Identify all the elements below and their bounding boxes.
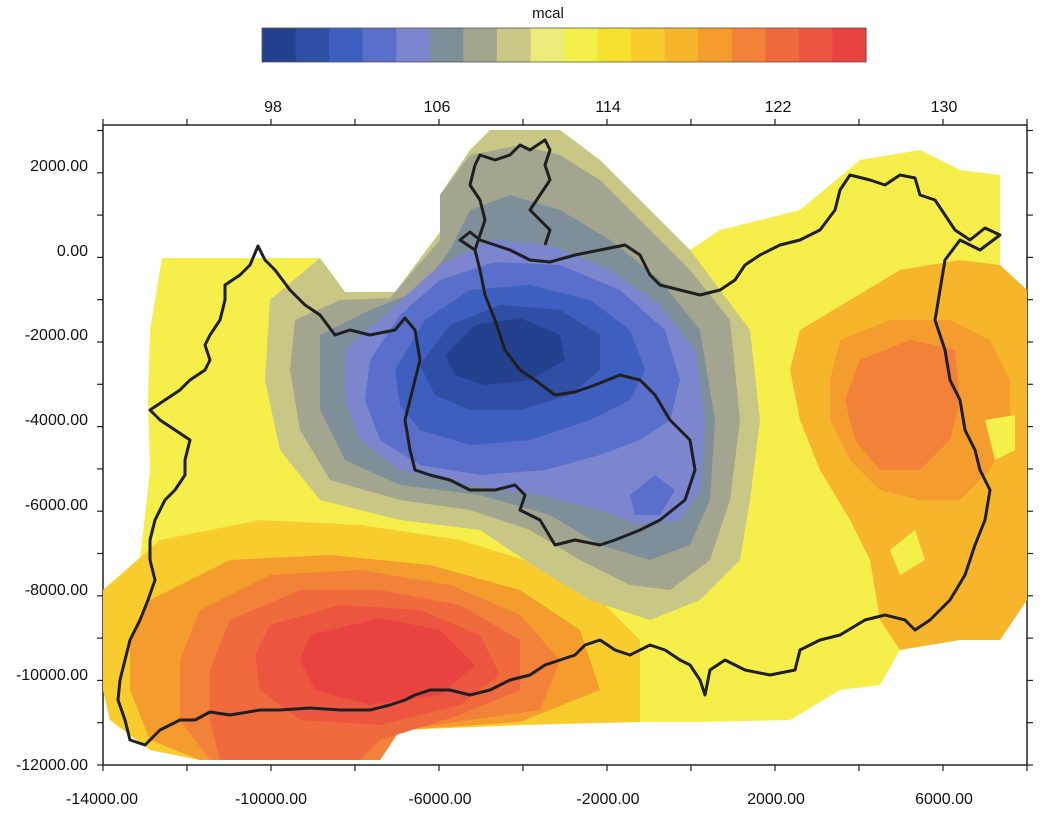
colorbar-swatch: [731, 28, 766, 62]
colorbar-swatch: [262, 28, 297, 62]
axis-ticks: [97, 119, 1033, 771]
y-axis-label: -4000.00: [25, 412, 88, 429]
colorbar-swatch: [396, 28, 431, 62]
x-axis-label: -6000.00: [408, 791, 471, 808]
contour-fill: [103, 130, 1027, 760]
colorbar-swatch: [564, 28, 599, 62]
x-axis-label: -10000.00: [235, 791, 307, 808]
contour-yellow-pocket-east2: [985, 415, 1015, 460]
colorbar-swatch: [329, 28, 364, 62]
x-axis-labels: -14000.00 -10000.00 -6000.00 -2000.00 2000.0…: [66, 791, 973, 808]
colorbar-tick-label: 114: [595, 99, 621, 116]
colorbar-swatch: [597, 28, 632, 62]
y-axis-label: 0.00: [57, 243, 88, 260]
x-axis-label: 6000.00: [915, 791, 973, 808]
colorbar-tick-label: 122: [765, 99, 792, 116]
colorbar: [261, 27, 867, 63]
colorbar-border: [261, 27, 867, 63]
colorbar-swatch: [664, 28, 699, 62]
colorbar-tick-label: 130: [931, 99, 958, 116]
y-axis-label: -10000.00: [16, 667, 88, 684]
colorbar-swatch: [530, 28, 565, 62]
colorbar-swatch: [698, 28, 733, 62]
colorbar-tick-label: 98: [264, 99, 282, 116]
y-axis-label: 2000.00: [30, 158, 88, 175]
y-axis-labels: 2000.00 0.00 -2000.00 -4000.00 -6000.00 -8000…: [16, 158, 88, 774]
contour-orangered-east: [845, 340, 960, 470]
contour-yellow-pocket-east: [890, 530, 925, 575]
y-axis-label: -8000.00: [25, 582, 88, 599]
x-axis-label: 2000.00: [747, 791, 805, 808]
colorbar-swatch: [765, 28, 800, 62]
border-outlines: [116, 138, 1002, 747]
colorbar-tick-label: 106: [424, 99, 451, 116]
colorbar-swatch: [463, 28, 498, 62]
colorbar-ticks: 98 106 114 122 130: [264, 99, 957, 116]
colorbar-swatch: [832, 28, 867, 62]
y-axis-label: -12000.00: [16, 757, 88, 774]
y-axis-label: -2000.00: [25, 327, 88, 344]
y-axis-label: -6000.00: [25, 497, 88, 514]
colorbar-swatch: [429, 28, 464, 62]
colorbar-swatch: [631, 28, 666, 62]
x-axis-label: -14000.00: [66, 791, 138, 808]
colorbar-swatch: [295, 28, 330, 62]
contour-red3-south: [300, 618, 475, 705]
colorbar-swatch: [798, 28, 834, 62]
colorbar-swatch: [362, 28, 397, 62]
border-outline-north: [468, 138, 552, 251]
contour-blue-pocket: [630, 475, 675, 515]
border-outline-main: [116, 173, 1002, 747]
colorbar-unit-label: mcal: [532, 5, 564, 22]
x-axis-label: -2000.00: [576, 791, 639, 808]
colorbar-swatch: [496, 28, 532, 62]
